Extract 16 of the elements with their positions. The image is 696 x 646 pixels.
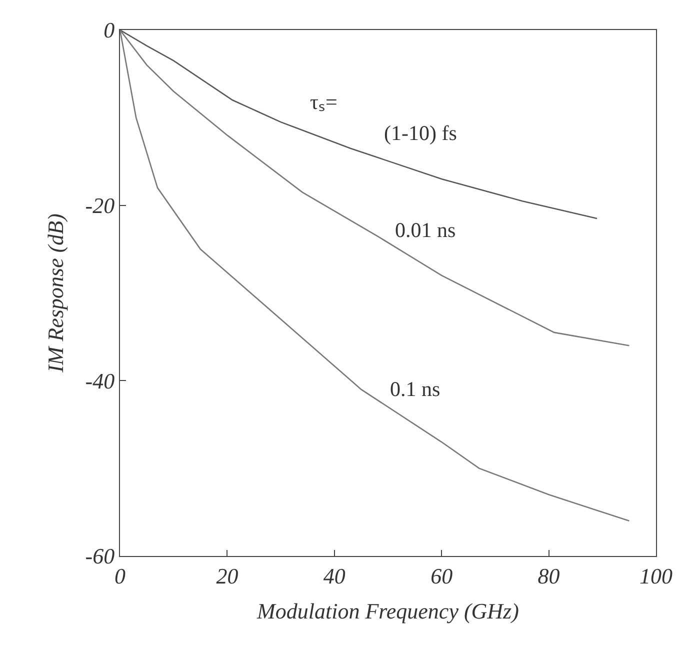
y-tick-label: -20 (85, 193, 115, 218)
x-tick-label: 100 (640, 563, 672, 588)
x-tick-label: 80 (538, 563, 560, 588)
annotation: 0.1 ns (390, 377, 440, 401)
y-axis-title: IM Response (dB) (43, 214, 68, 374)
y-tick-label: -40 (85, 368, 115, 394)
x-tick-label: 20 (216, 563, 238, 588)
y-tick-label: -60 (85, 544, 115, 569)
annotation: τₛ= (310, 90, 338, 114)
annotation: 0.01 ns (395, 218, 456, 242)
annotation: (1-10) fs (384, 121, 457, 145)
y-tick-label: 0 (104, 18, 115, 43)
x-axis-title: Modulation Frequency (GHz) (256, 598, 519, 624)
x-tick-label: 60 (430, 563, 453, 588)
x-tick-label: 40 (323, 563, 346, 588)
line-series (120, 30, 598, 220)
